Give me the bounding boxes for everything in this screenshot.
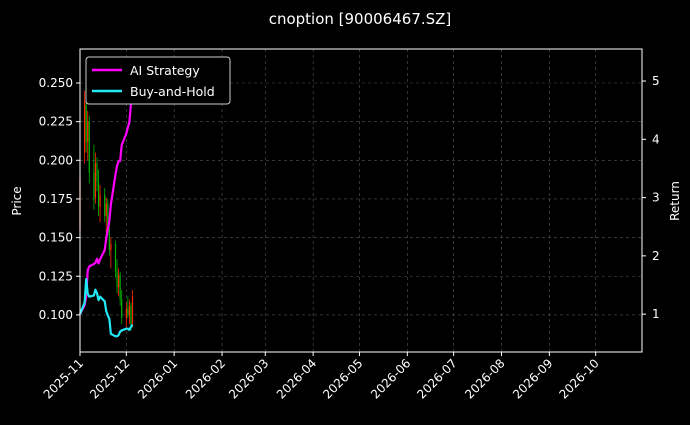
candle-body [88,121,90,173]
y-tick-label: 0.150 [39,231,73,245]
candle-body [85,104,87,142]
candle-body [117,274,120,288]
chart-title: cnoption [90006467.SZ] [269,10,452,28]
y-tick-label: 0.250 [39,76,73,90]
y2-tick-label: 1 [652,307,660,321]
legend: AI Strategy Buy-and-Hold [85,56,231,105]
candle-body [108,228,110,250]
lines-layer [78,80,134,338]
plot-frame [79,48,643,353]
y2-axis-label: Return [668,181,682,221]
y2-tick-label: 4 [652,132,660,146]
candle-body [121,299,123,318]
candle-body [94,163,97,198]
buy-and-hold-line [78,278,134,338]
candle-body [119,274,121,300]
y-tick-label: 0.100 [39,308,73,322]
y2-tick-label: 5 [652,74,660,88]
candle-body [97,181,100,207]
y-tick-label: 0.175 [39,192,73,206]
candle-body [93,172,95,199]
ai-strategy-line [79,80,134,315]
candle-body [87,121,89,142]
candle-body [128,305,131,315]
candle-body [125,308,127,318]
candle-body [110,243,112,250]
candle-body [131,296,134,325]
y2-tick-label: 2 [652,249,660,263]
candle-body [84,101,86,153]
y-tick-label: 0.225 [39,115,73,129]
candle-body [105,203,107,216]
y-tick-label: 0.200 [39,153,73,167]
y2-tick-label: 3 [652,191,660,205]
legend-label-ai-strategy: AI Strategy [130,63,200,78]
legend-label-buy-and-hold: Buy-and-Hold [130,84,215,99]
candle-body [127,308,129,315]
candle-body [130,305,132,325]
candle-body [107,203,109,229]
y-axis-label: Price [10,186,24,215]
y-tick-label: 0.125 [39,269,73,283]
candle-body [96,163,98,182]
candle-body [99,194,101,207]
candle-body [114,243,117,272]
candle-body [104,194,106,216]
candle-body [116,271,118,288]
